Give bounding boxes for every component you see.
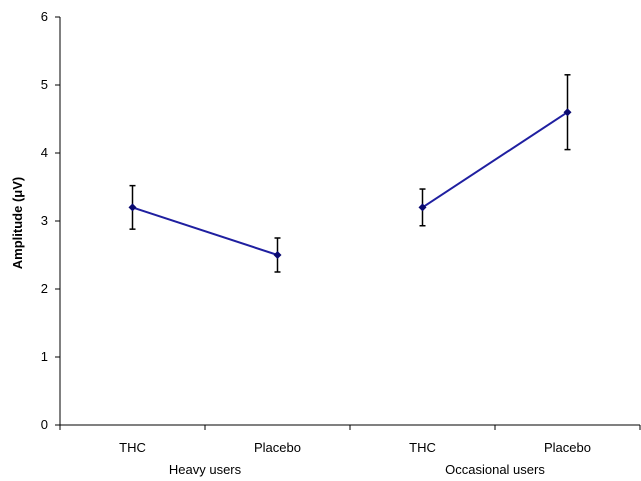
y-tick-label: 2	[41, 281, 48, 296]
series-layer	[128, 74, 572, 273]
x-category-label: THC	[119, 440, 146, 455]
series-line	[132, 206, 278, 256]
x-axis-category-labels: THC Placebo THC Placebo	[119, 440, 591, 455]
x-category-label: Placebo	[544, 440, 591, 455]
series-line	[421, 111, 569, 209]
data-point-marker	[418, 203, 427, 212]
y-tick-label: 1	[41, 349, 48, 364]
y-tick-label: 6	[41, 9, 48, 24]
x-axis-ticks	[59, 425, 641, 430]
y-tick-label: 4	[41, 145, 48, 160]
x-category-label: Placebo	[254, 440, 301, 455]
x-group-label: Occasional users	[445, 462, 545, 477]
y-tick-label: 0	[41, 417, 48, 432]
data-point-marker	[563, 108, 572, 117]
x-group-label: Heavy users	[169, 462, 242, 477]
x-axis-group-labels: Heavy users Occasional users	[169, 462, 545, 477]
y-axis-title: Amplitude (μV)	[10, 177, 25, 269]
data-point-marker	[273, 251, 282, 259]
y-tick-label: 3	[41, 213, 48, 228]
y-axis-ticks: 0 1 2 3 4 5 6	[41, 9, 60, 432]
x-category-label: THC	[409, 440, 436, 455]
y-tick-label: 5	[41, 77, 48, 92]
data-point-marker	[128, 203, 137, 212]
